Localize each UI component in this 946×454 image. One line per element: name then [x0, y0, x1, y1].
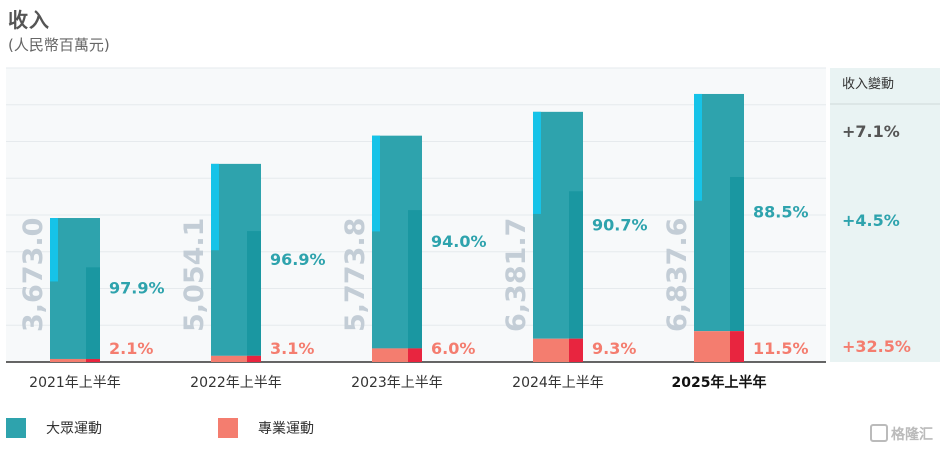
change-value: +7.1% — [842, 122, 900, 141]
watermark: 格隆汇 — [870, 424, 933, 444]
category-label: 2023年上半年 — [351, 375, 443, 391]
bar-pro-shade — [730, 331, 744, 362]
legend-swatch-mass — [6, 418, 26, 438]
category-label: 2024年上半年 — [512, 375, 604, 391]
watermark-text: 格隆汇 — [891, 427, 933, 443]
change-header: 收入變動 — [842, 76, 894, 92]
bar-pro — [211, 355, 261, 362]
bar-mass-highlight — [694, 93, 702, 201]
bar-pro-shade — [86, 358, 100, 362]
pro-share-label: 9.3% — [592, 339, 636, 358]
legend-label-mass: 大眾運動 — [46, 421, 102, 437]
legend-label-pro: 專業運動 — [258, 421, 314, 437]
bar-mass-shade — [730, 176, 744, 332]
category-label: 2021年上半年 — [29, 375, 121, 391]
change-value: +32.5% — [842, 337, 911, 356]
change-panel — [830, 68, 940, 362]
mass-share-label: 96.9% — [270, 250, 326, 269]
bar-pro — [50, 358, 100, 362]
chart-title: 收入 — [8, 8, 50, 32]
bar-mass-shade — [569, 191, 583, 339]
legend-swatch-pro — [218, 418, 238, 438]
total-label: 5,054.1 — [179, 218, 210, 332]
pro-share-label: 2.1% — [109, 339, 153, 358]
bar-mass-highlight — [50, 218, 58, 282]
total-label: 6,837.6 — [662, 218, 693, 332]
mass-share-label: 94.0% — [431, 232, 487, 251]
change-value: +4.5% — [842, 211, 900, 230]
chart-subtitle: (人民幣百萬元) — [8, 36, 110, 54]
bar-pro-shade — [569, 338, 583, 362]
bar-mass-shade — [408, 210, 422, 349]
mass-share-label: 97.9% — [109, 278, 165, 297]
bar-mass-highlight — [533, 111, 541, 214]
revenue-chart: 3,673.0 97.9% 2.1% 2021年上半年 5,054.1 96.9% 3.1%… — [6, 67, 940, 391]
category-label: 2025年上半年 — [672, 374, 767, 391]
bar-mass-highlight — [372, 135, 380, 232]
bar-pro-shade — [408, 348, 422, 362]
total-label: 5,773.8 — [340, 218, 371, 332]
pro-share-label: 6.0% — [431, 339, 475, 358]
watermark-logo-icon — [870, 424, 888, 442]
bar-mass-shade — [86, 267, 100, 359]
total-label: 3,673.0 — [18, 218, 49, 332]
pro-share-label: 11.5% — [753, 339, 809, 358]
mass-share-label: 90.7% — [592, 215, 648, 234]
pro-share-label: 3.1% — [270, 339, 314, 358]
bar-pro-shade — [247, 355, 261, 362]
mass-share-label: 88.5% — [753, 203, 809, 222]
category-label: 2022年上半年 — [190, 375, 282, 391]
bar-mass-highlight — [211, 163, 219, 251]
total-label: 6,381.7 — [501, 218, 532, 332]
bar-mass-shade — [247, 231, 261, 356]
